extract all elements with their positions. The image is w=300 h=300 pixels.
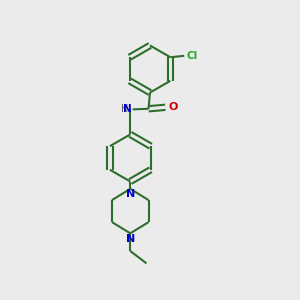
Text: N: N — [123, 104, 132, 114]
Text: N: N — [126, 190, 135, 200]
Text: N: N — [126, 234, 135, 244]
Text: H: H — [122, 104, 129, 114]
Text: Cl: Cl — [187, 51, 198, 61]
Text: O: O — [168, 102, 178, 112]
